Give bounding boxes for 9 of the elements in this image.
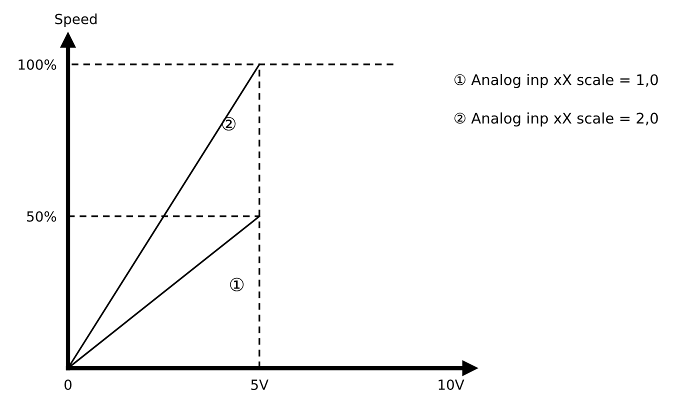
y-axis-title: Speed [55,14,97,27]
x-tick-label: 0 [64,380,72,390]
annotation: ① [230,278,244,292]
y-tick-label: 100% [18,59,56,70]
x-tick-label: 10V [438,380,464,390]
annotation: ① Analog inp xX scale = 1,0 [454,74,658,88]
y-tick-label: 50% [27,211,56,222]
annotation: ② Analog inp xX scale = 2,0 [454,112,658,127]
x-tick-label: 5V [251,380,268,390]
